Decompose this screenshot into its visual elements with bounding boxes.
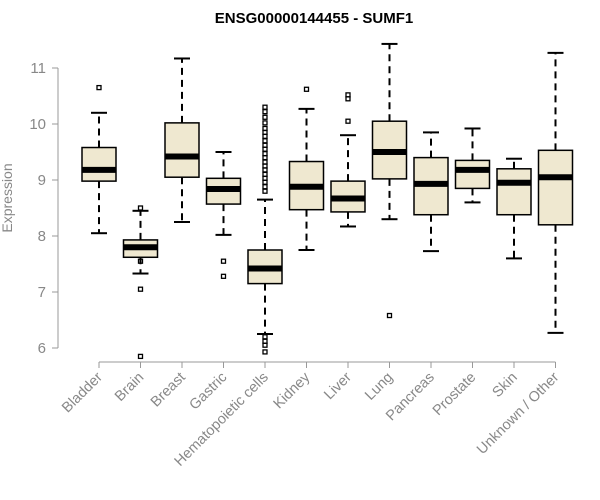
outlier-point	[262, 184, 268, 190]
box-group	[247, 104, 283, 355]
x-tick-label: Liver	[321, 369, 355, 403]
outlier-point	[262, 188, 268, 194]
outlier-point	[220, 258, 227, 264]
box	[454, 159, 491, 190]
outlier-point	[137, 205, 144, 211]
y-axis-label: Expression	[0, 163, 15, 232]
y-tick-label: 10	[29, 116, 46, 133]
y-tick-label: 8	[38, 228, 46, 245]
y-axis: 6 7 8 9 10 11	[29, 60, 59, 357]
x-tick-label: Lung	[362, 370, 396, 404]
outlier-point	[262, 334, 268, 340]
outlier-point	[345, 96, 351, 102]
outlier-point	[386, 312, 393, 319]
box	[164, 122, 200, 178]
box-group	[537, 51, 574, 334]
outlier-point	[262, 104, 268, 110]
box	[81, 146, 117, 182]
box-group	[371, 42, 408, 319]
outlier-point	[262, 120, 268, 126]
box-group	[81, 84, 117, 235]
outlier-point	[137, 258, 144, 264]
box-group	[205, 151, 242, 279]
outlier-point	[262, 349, 268, 355]
x-tick-label: Kidney	[271, 369, 314, 412]
y-tick-label: 11	[30, 60, 46, 77]
x-tick-label: Skin	[490, 370, 521, 401]
outlier-point	[262, 109, 268, 115]
box	[537, 149, 574, 226]
outlier-point	[262, 133, 268, 139]
box	[496, 168, 532, 216]
outlier-point	[262, 146, 268, 152]
outlier-point	[303, 86, 310, 92]
outlier-point	[262, 114, 268, 120]
box-group	[164, 57, 200, 223]
outlier-point	[262, 179, 268, 185]
x-tick-label: Bladder	[59, 369, 106, 416]
outlier-point	[262, 154, 268, 161]
outlier-point	[262, 138, 268, 144]
box-group	[330, 92, 366, 228]
y-tick-label: 6	[38, 340, 46, 357]
box-group	[454, 127, 491, 204]
chart-title: ENSG00000144455 - SUMF1	[215, 10, 413, 27]
y-tick-label: 9	[38, 172, 46, 189]
box-group	[122, 205, 159, 360]
box-group	[496, 157, 532, 260]
y-tick-label: 7	[38, 284, 46, 301]
x-tick-label: Prostate	[430, 370, 479, 419]
outlier-point	[96, 84, 102, 91]
outlier-point	[262, 167, 268, 173]
outlier-point	[220, 273, 227, 279]
outlier-point	[137, 286, 144, 292]
outlier-point	[345, 118, 351, 124]
outlier-point	[137, 353, 144, 360]
x-tick-label: Brain	[112, 370, 147, 405]
boxes	[81, 42, 574, 360]
box-group	[288, 86, 325, 251]
box-group	[413, 131, 449, 253]
outlier-point	[262, 342, 268, 348]
x-tick-label: Breast	[148, 370, 189, 411]
